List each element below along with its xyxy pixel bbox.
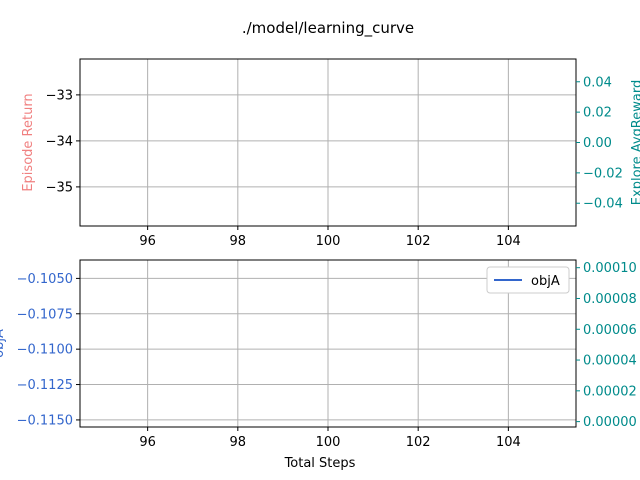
right-y-tick-label: 0.00 (583, 136, 612, 151)
bottom-panel: 96 98 100 102 104 −0.1050 −0.1075 −0.1100 −0.112… (0, 259, 637, 471)
right-y-tick-label: 0.04 (583, 75, 612, 90)
left-y-tick-label: −34 (46, 134, 73, 149)
x-tick-label: 104 (496, 435, 521, 450)
left-y-tick-label: −0.1125 (17, 378, 73, 393)
x-axis-label: Total Steps (284, 456, 356, 471)
top-panel: 96 98 100 102 104 −33 −34 −35 0.04 0.02 0.00 −0.02 −… (21, 58, 640, 249)
x-tick-label: 96 (139, 435, 156, 450)
left-y-tick-label: −0.1050 (17, 272, 73, 287)
right-y-tick-label: 0.00002 (583, 384, 637, 399)
right-y-tick-label: 0.00006 (583, 323, 637, 338)
left-y-tick-label: −0.1100 (17, 343, 73, 358)
x-tick-label: 100 (316, 234, 341, 249)
right-y-tick-label: 0.00004 (583, 354, 637, 369)
left-y-tick-label: −0.1075 (17, 307, 73, 322)
legend-box (486, 266, 570, 294)
x-tick-label: 102 (406, 435, 431, 450)
right-y-tick-label: 0.00010 (583, 261, 637, 276)
left-y-tick-label: −35 (46, 180, 73, 195)
x-tick-label: 96 (139, 234, 156, 249)
legend: objA (486, 266, 570, 294)
right-y-tick-label: 0.02 (583, 106, 612, 121)
chart-title: ./model/learning_curve (242, 19, 414, 38)
right-axis-label: Explore AvgReward (630, 80, 640, 205)
left-axis-label: Episode Return (21, 93, 36, 191)
x-tick-label: 100 (316, 435, 341, 450)
left-y-tick-label: −0.1150 (17, 413, 73, 428)
right-y-tick-label: −0.04 (583, 197, 623, 212)
x-tick-label: 98 (230, 234, 247, 249)
x-tick-label: 102 (406, 234, 431, 249)
legend-entry-label: objA (531, 274, 560, 289)
right-y-tick-label: −0.02 (583, 166, 623, 181)
left-y-tick-label: −33 (46, 88, 73, 103)
x-tick-label: 98 (230, 435, 247, 450)
right-y-tick-label: 0.00000 (583, 415, 637, 430)
left-axis-label: objA (0, 329, 7, 358)
right-y-tick-label: 0.00008 (583, 292, 637, 307)
x-tick-label: 104 (496, 234, 521, 249)
